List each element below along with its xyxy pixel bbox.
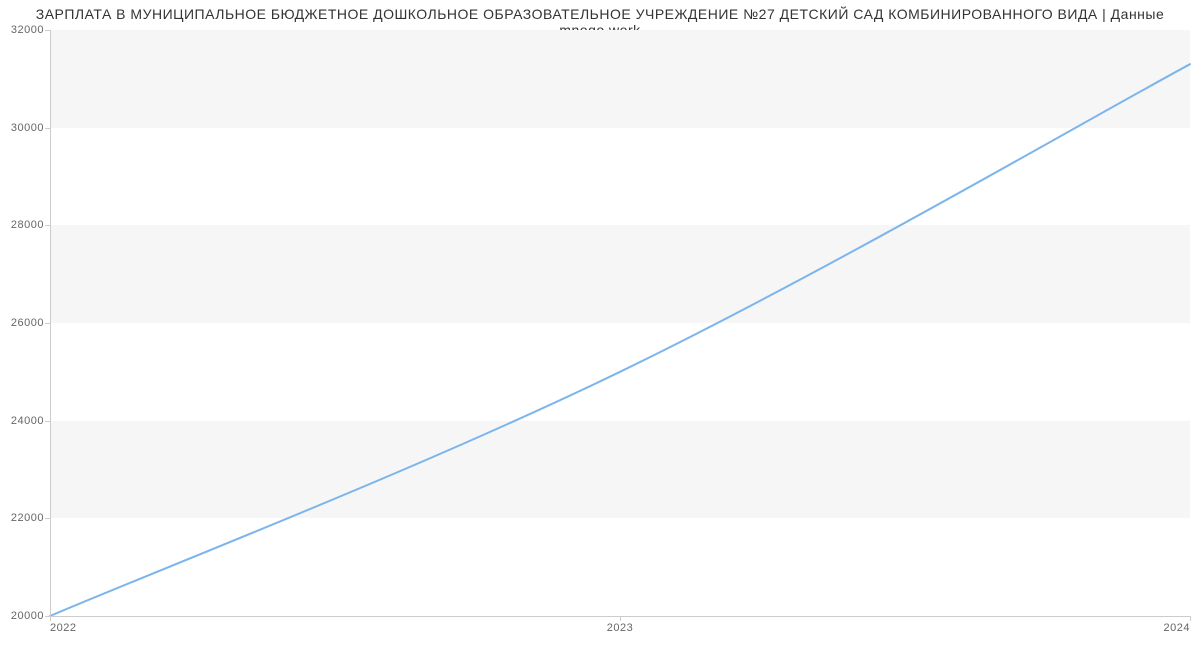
x-axis-label: 2023 [607,622,633,634]
series-line-salary [50,64,1190,616]
y-axis-label: 20000 [11,610,44,622]
x-axis-label: 2024 [1164,622,1190,634]
y-axis-label: 24000 [11,415,44,427]
y-axis-label: 30000 [11,122,44,134]
salary-line-chart: ЗАРПЛАТА В МУНИЦИПАЛЬНОЕ БЮДЖЕТНОЕ ДОШКО… [0,0,1200,650]
y-axis-line [50,30,51,616]
y-axis-label: 32000 [11,24,44,36]
x-axis-line [50,616,1190,617]
y-axis-label: 28000 [11,219,44,231]
line-layer [50,30,1190,616]
plot-area: 2000022000240002600028000300003200020222… [50,30,1190,616]
x-axis-label: 2022 [50,622,76,634]
y-axis-label: 22000 [11,512,44,524]
x-tick [1190,616,1191,621]
y-axis-label: 26000 [11,317,44,329]
